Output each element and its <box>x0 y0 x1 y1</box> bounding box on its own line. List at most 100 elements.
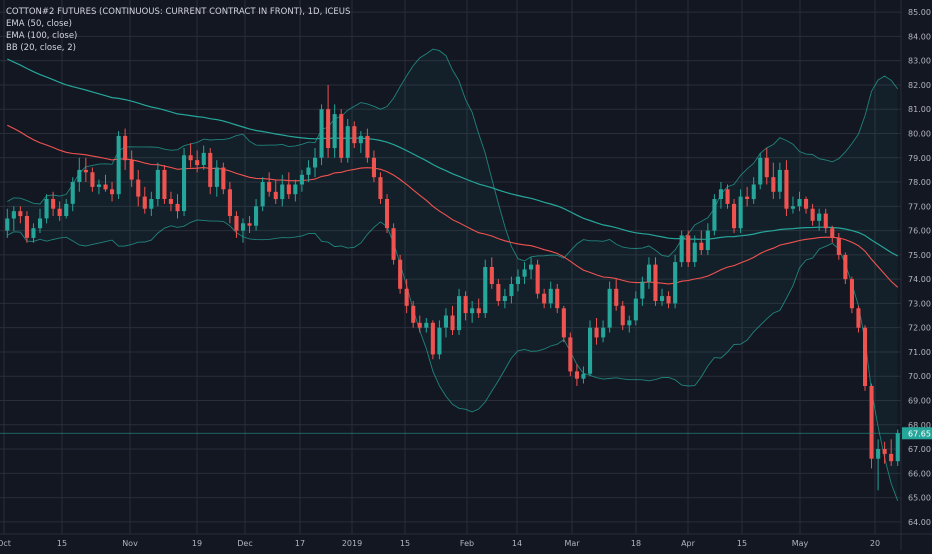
candle-body <box>666 296 671 304</box>
candle <box>273 179 278 204</box>
candle-body <box>810 208 815 221</box>
ema50-line <box>7 124 899 288</box>
candle-body <box>476 308 481 314</box>
candle-body <box>11 211 16 219</box>
candle <box>234 211 239 238</box>
candle <box>365 128 370 163</box>
candle <box>162 165 167 204</box>
candle <box>378 172 383 204</box>
candle <box>195 150 200 173</box>
candle-body <box>103 184 108 190</box>
candle-body <box>260 182 265 207</box>
candle-body <box>581 373 586 379</box>
candle-body <box>712 199 717 231</box>
candle-body <box>110 189 115 195</box>
candle-body <box>502 296 507 301</box>
candle-body <box>764 157 769 178</box>
bb-upper-line <box>7 48 899 262</box>
x-tick-label: Oct <box>0 539 11 548</box>
candle-body <box>895 433 900 462</box>
candle-body <box>574 371 579 379</box>
candle-body <box>273 191 278 200</box>
candle-body <box>155 169 160 199</box>
candle-body <box>293 184 298 195</box>
candle-body <box>332 114 337 149</box>
candle-body <box>620 305 625 326</box>
candle <box>699 230 704 255</box>
candle <box>876 439 881 491</box>
candle <box>437 320 442 360</box>
candle <box>18 206 23 224</box>
candle-body <box>267 182 272 192</box>
candle-body <box>646 264 651 282</box>
candle-body <box>823 213 828 229</box>
candle <box>882 441 887 464</box>
candle <box>385 194 390 234</box>
candle-body <box>182 155 187 212</box>
candle-body <box>18 211 23 217</box>
candle-body <box>515 276 520 284</box>
candle <box>188 143 193 168</box>
candle <box>751 177 756 204</box>
y-tick-label: 85.00 <box>908 8 931 17</box>
candle-body <box>849 279 854 309</box>
candle <box>620 300 625 331</box>
candle <box>96 179 101 195</box>
candle-body <box>457 296 462 331</box>
candle-body <box>679 235 684 263</box>
candle-body <box>876 449 881 459</box>
x-tick-label: 2019 <box>342 539 362 548</box>
candle <box>411 300 416 328</box>
candle <box>718 182 723 209</box>
candle <box>594 317 599 345</box>
candle <box>424 317 429 333</box>
candle <box>149 191 154 217</box>
candle <box>129 150 134 187</box>
candle <box>457 288 462 335</box>
candle-body <box>371 157 376 178</box>
candles <box>5 84 900 491</box>
candle-body <box>496 284 501 301</box>
candle <box>175 194 180 219</box>
candle-body <box>313 157 318 168</box>
candle-body <box>509 284 514 297</box>
y-tick-label: 74.00 <box>908 275 931 284</box>
last-price-label: 67.65 <box>908 429 931 438</box>
candle <box>398 254 403 294</box>
candle <box>352 121 357 149</box>
last-price-badge <box>902 427 932 440</box>
candle <box>614 279 619 311</box>
candle <box>483 259 488 318</box>
candle-body <box>168 199 173 204</box>
candle <box>332 104 337 158</box>
candle-body <box>529 264 534 270</box>
candle-body <box>339 114 344 158</box>
candle <box>155 162 160 207</box>
candle <box>627 315 632 333</box>
candle-body <box>430 322 435 355</box>
y-tick-label: 69.00 <box>908 397 931 406</box>
candle-body <box>64 203 69 216</box>
candle-body <box>358 135 363 144</box>
candle-body <box>24 216 29 238</box>
candle <box>313 148 318 178</box>
candle-body <box>463 296 468 314</box>
candle-body <box>732 203 737 229</box>
candle <box>214 160 219 197</box>
candle-body <box>699 242 704 250</box>
candle <box>745 186 750 207</box>
candle-body <box>227 189 232 216</box>
candle-body <box>51 199 56 209</box>
x-tick-label: 15 <box>400 539 410 548</box>
candle-body <box>234 216 239 231</box>
y-tick-label: 79.00 <box>908 154 931 163</box>
candle <box>653 257 658 306</box>
candle-body <box>188 155 193 161</box>
candle <box>241 218 246 243</box>
candle <box>286 172 291 200</box>
candle <box>784 160 789 217</box>
candle-body <box>77 169 82 182</box>
candle <box>509 276 514 304</box>
